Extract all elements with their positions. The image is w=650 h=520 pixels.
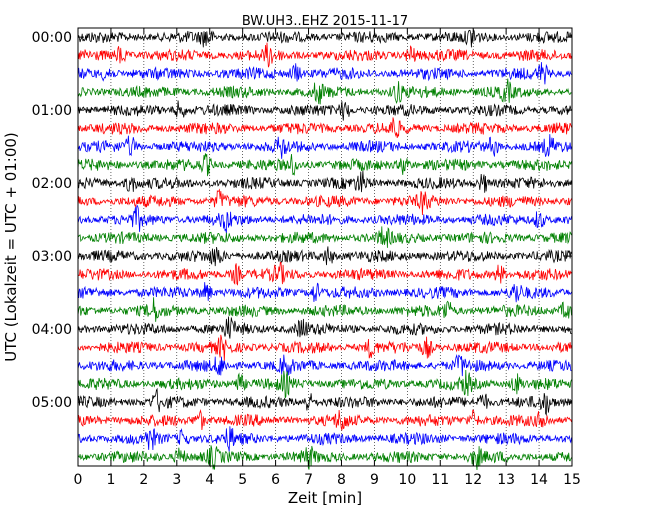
- plot-frame: [77, 27, 573, 467]
- x-tick-label-8: 8: [337, 472, 346, 488]
- x-tick-label-6: 6: [271, 472, 280, 488]
- x-tick-label-11: 11: [431, 472, 449, 488]
- traces-layer: [77, 29, 572, 471]
- trace-0030: [77, 62, 572, 85]
- y-tick-label-1: 01:00: [32, 103, 72, 119]
- x-tick-label-10: 10: [398, 472, 416, 488]
- trace-0315: [77, 261, 572, 286]
- x-tick-label-3: 3: [172, 472, 181, 488]
- trace-0515: [77, 408, 572, 431]
- grid-layer: [110, 28, 540, 466]
- trace-0230: [77, 205, 572, 234]
- trace-0000: [77, 29, 572, 48]
- chart-title: BW.UH3..EHZ 2015-11-17: [242, 14, 408, 29]
- trace-0530: [77, 426, 572, 452]
- x-tick-label-14: 14: [530, 472, 548, 488]
- trace-0245: [77, 226, 572, 248]
- x-tick-label-13: 13: [497, 472, 515, 488]
- y-tick-label-2: 02:00: [32, 176, 72, 192]
- trace-0330: [77, 282, 572, 303]
- trace-0400: [77, 316, 572, 339]
- trace-0415: [77, 334, 572, 361]
- y-axis-label: UTC (Lokalzeit = UTC + 01:00): [2, 132, 20, 362]
- trace-0115: [77, 117, 572, 138]
- trace-0445: [77, 369, 572, 399]
- trace-0015: [77, 42, 572, 68]
- trace-0345: [77, 297, 572, 322]
- x-axis: 0 1 2 3 4 5 6 7 8 9 10 11 12 13 14 15: [74, 28, 581, 488]
- y-tick-label-3: 03:00: [32, 249, 72, 265]
- trace-0130: [77, 134, 572, 159]
- y-tick-label-0: 00:00: [32, 30, 72, 46]
- trace-0100: [77, 100, 572, 121]
- y-axis: 00:00 01:00 02:00 03:00 04:00 05:00: [32, 30, 572, 411]
- trace-0200: [77, 170, 572, 193]
- x-tick-label-12: 12: [464, 472, 482, 488]
- trace-0500: [77, 387, 572, 417]
- trace-0300: [77, 246, 572, 267]
- x-tick-label-4: 4: [205, 472, 214, 488]
- trace-0045: [77, 78, 572, 105]
- trace-0145: [77, 153, 572, 177]
- y-tick-label-5: 05:00: [32, 395, 72, 411]
- x-tick-label-9: 9: [370, 472, 379, 488]
- x-tick-label-5: 5: [238, 472, 247, 488]
- x-tick-label-0: 0: [74, 472, 83, 488]
- x-tick-label-7: 7: [304, 472, 313, 488]
- y-tick-label-4: 04:00: [32, 322, 72, 338]
- x-tick-label-1: 1: [106, 472, 115, 488]
- x-axis-label: Zeit [min]: [288, 489, 362, 507]
- trace-0430: [77, 354, 572, 377]
- trace-0215: [77, 188, 572, 216]
- x-tick-label-15: 15: [563, 472, 581, 488]
- x-tick-label-2: 2: [139, 472, 148, 488]
- trace-0545: [77, 445, 572, 471]
